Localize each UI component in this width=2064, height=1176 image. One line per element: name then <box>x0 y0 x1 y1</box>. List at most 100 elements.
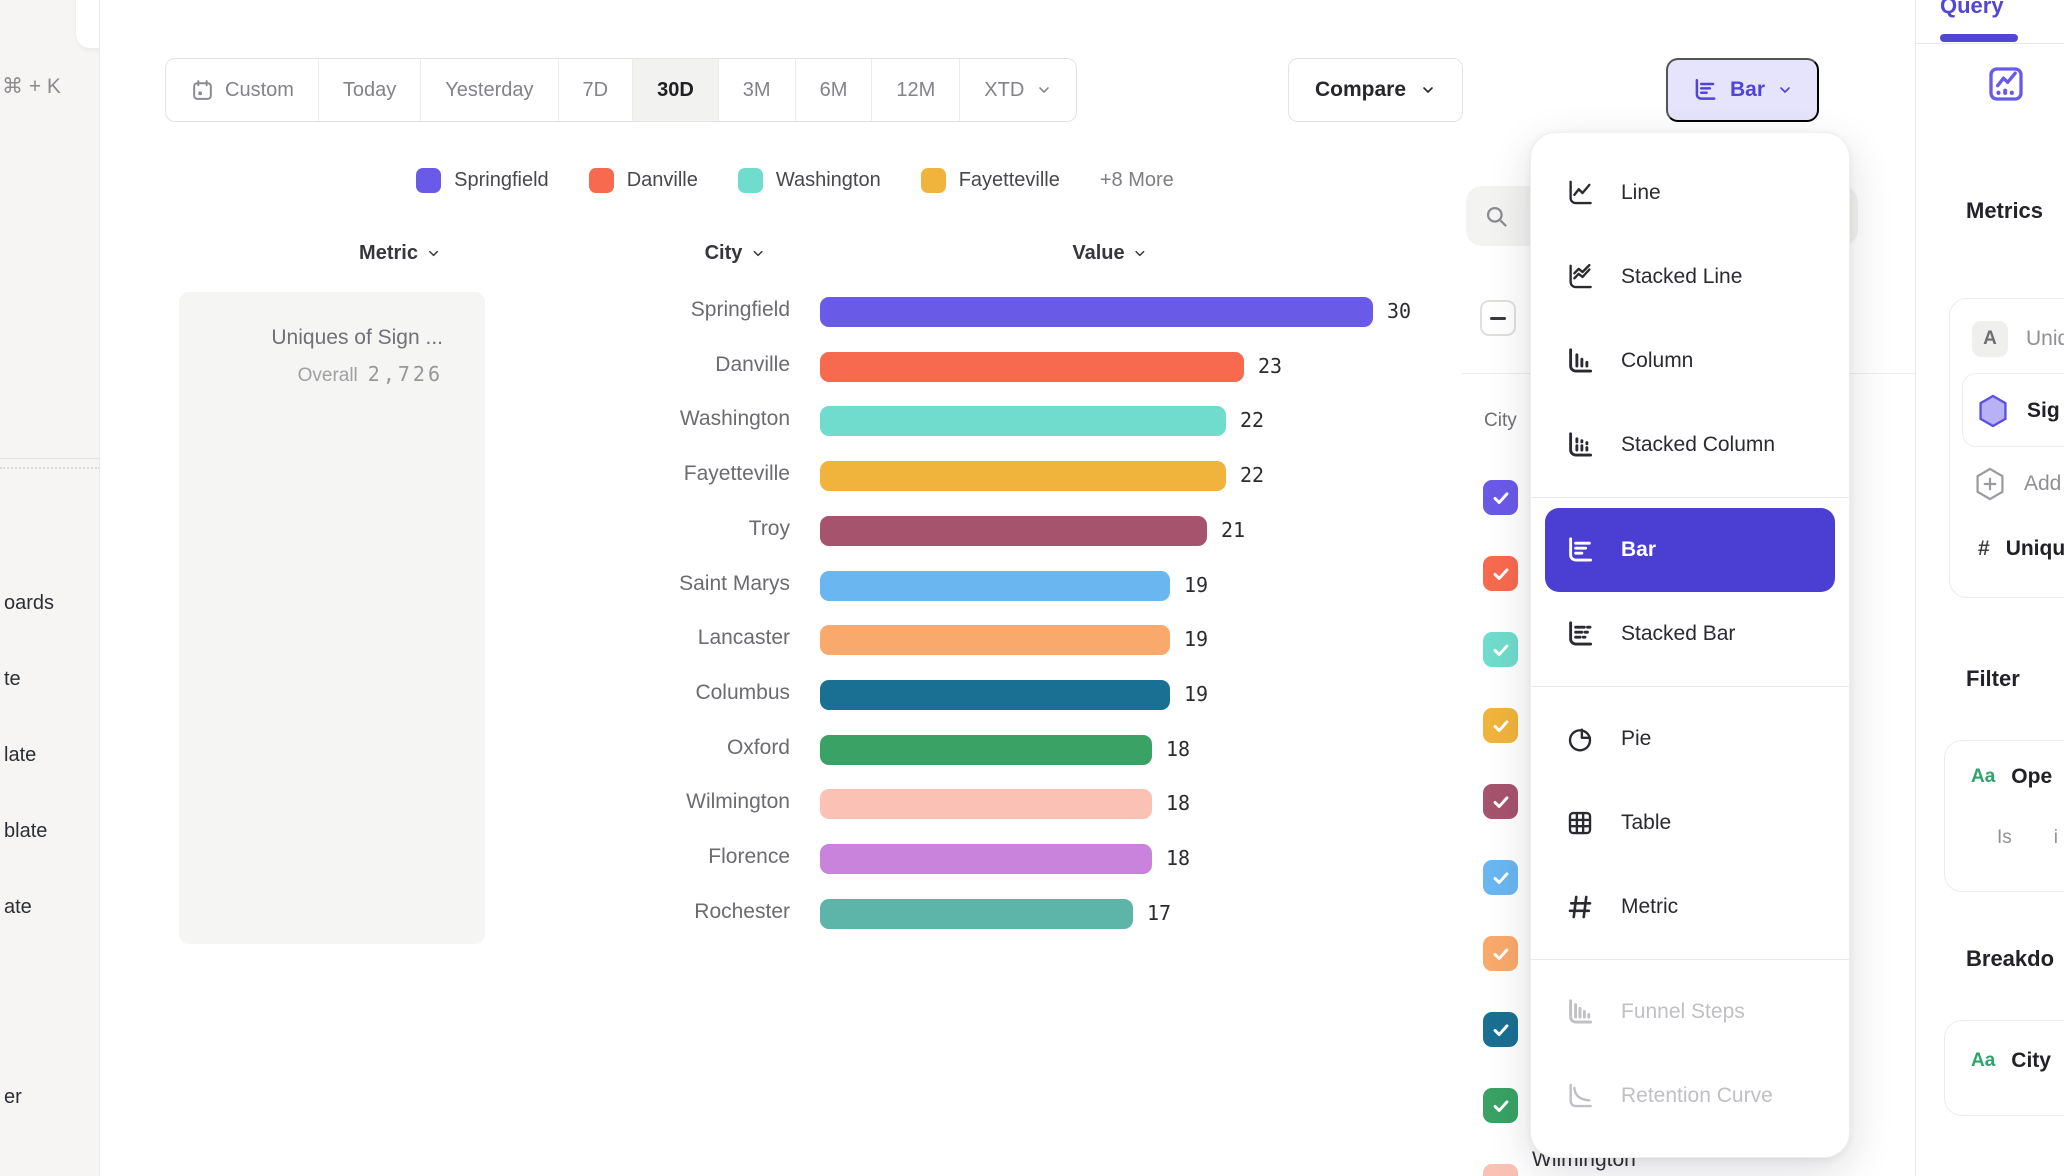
column-header-value[interactable]: Value <box>1072 242 1147 265</box>
date-range-3m[interactable]: 3M <box>719 59 796 121</box>
series-checkbox[interactable] <box>1483 632 1518 667</box>
bar[interactable] <box>820 679 1170 710</box>
check-icon <box>1490 943 1512 965</box>
series-checkbox[interactable] <box>1483 480 1518 515</box>
menu-item-bar[interactable]: Bar <box>1545 508 1835 592</box>
bar[interactable] <box>820 734 1152 765</box>
overall-value: 2,726 <box>367 362 443 386</box>
sidebar-item-er[interactable]: er <box>4 1086 22 1108</box>
legend-item-danville[interactable]: Danville <box>588 168 698 193</box>
bar[interactable] <box>820 351 1244 382</box>
series-checkbox[interactable] <box>1483 1012 1518 1047</box>
metric-summary-card[interactable]: Uniques of Sign ... Overall 2,726 <box>179 292 485 944</box>
count-row[interactable]: # Uniqu <box>1978 537 2064 561</box>
bar[interactable] <box>820 625 1170 656</box>
metric-event-name: Uniqu <box>2026 327 2064 350</box>
menu-item-line[interactable]: Line <box>1531 151 1849 235</box>
legend-item-washington[interactable]: Washington <box>737 168 881 193</box>
date-range-6m[interactable]: 6M <box>796 59 873 121</box>
add-row[interactable]: Add <box>1974 467 2061 501</box>
metric-title: Uniques of Sign ... <box>271 326 443 349</box>
line-chart-icon <box>1565 178 1595 208</box>
insights-chart-icon[interactable] <box>1986 64 2026 104</box>
query-tab-underline <box>1940 34 2018 42</box>
bar-row-rochester: Rochester 17 <box>0 887 1460 942</box>
date-range-12m[interactable]: 12M <box>872 59 961 121</box>
column-header-metric[interactable]: Metric <box>359 242 441 265</box>
bar-row-wilmington: Wilmington 18 <box>0 777 1460 832</box>
signal-row-label: Sig <box>2027 399 2060 422</box>
select-all-checkbox[interactable] <box>1480 300 1516 336</box>
check-icon <box>1490 715 1512 737</box>
menu-item-stacked-column[interactable]: Stacked Column <box>1531 403 1849 487</box>
date-range-today[interactable]: Today <box>319 59 422 121</box>
bar-value-label: 18 <box>1166 791 1191 816</box>
sidebar-dotted-divider <box>0 467 99 469</box>
menu-item-table[interactable]: Table <box>1531 781 1849 865</box>
date-range-7d[interactable]: 7D <box>559 59 634 121</box>
list-column-label: City <box>1484 410 1517 431</box>
series-checkbox[interactable] <box>1483 1164 1518 1176</box>
date-range-yesterday[interactable]: Yesterday <box>421 59 559 121</box>
bar-value-label: 19 <box>1184 572 1209 597</box>
legend-item-springfield[interactable]: Springfield <box>416 168 549 193</box>
bar[interactable] <box>820 570 1170 601</box>
bar[interactable] <box>820 515 1207 546</box>
bar-value-label: 17 <box>1147 900 1172 925</box>
signal-subcard[interactable]: Sig <box>1962 373 2064 447</box>
bar[interactable] <box>820 898 1133 929</box>
filter-card[interactable]: Aa Ope Is i <box>1944 740 2064 892</box>
menu-item-column[interactable]: Column <box>1531 319 1849 403</box>
filter-operator[interactable]: Is <box>1997 827 2012 848</box>
chart-type-button[interactable]: Bar <box>1666 58 1820 122</box>
menu-item-label: Line <box>1621 181 1661 204</box>
sidebar-item-oards[interactable]: oards <box>4 592 55 614</box>
check-icon <box>1490 1171 1512 1176</box>
menu-item-pie[interactable]: Pie <box>1531 697 1849 781</box>
bar[interactable] <box>820 789 1152 820</box>
legend-more[interactable]: +8 More <box>1099 169 1174 191</box>
date-range-30d[interactable]: 30D <box>633 59 719 121</box>
metric-card[interactable]: A Uniqu Sig Add # Uniqu <box>1949 298 2064 598</box>
menu-item-metric[interactable]: Metric <box>1531 865 1849 949</box>
bar-value-label: 30 <box>1387 299 1412 323</box>
hash-icon: # <box>1978 537 1990 560</box>
bar-row-oxford: Oxford 18 <box>0 723 1460 778</box>
menu-item-stacked-bar[interactable]: Stacked Bar <box>1531 592 1849 676</box>
bar[interactable] <box>820 406 1226 437</box>
count-row-label: Uniqu <box>2005 537 2064 560</box>
retention-curve-icon <box>1565 1081 1595 1111</box>
sidebar-item-blate[interactable]: blate <box>4 820 48 842</box>
series-checkbox[interactable] <box>1483 708 1518 743</box>
metric-icon <box>1565 892 1595 922</box>
panel-border <box>1915 0 1916 1176</box>
date-range-xtd[interactable]: XTD <box>960 59 1076 121</box>
stacked-bar-icon <box>1565 619 1595 649</box>
date-range-custom[interactable]: Custom <box>166 59 319 121</box>
series-checkbox[interactable] <box>1483 556 1518 591</box>
series-checkbox[interactable] <box>1483 936 1518 971</box>
series-checkbox[interactable] <box>1483 784 1518 819</box>
bar-category-label: Wilmington <box>686 790 790 814</box>
chevron-down-icon <box>1777 82 1793 98</box>
filter-value[interactable]: i <box>2053 827 2059 848</box>
legend-item-fayetteville[interactable]: Fayetteville <box>920 168 1060 193</box>
bar[interactable] <box>820 844 1152 874</box>
sidebar-item-te[interactable]: te <box>4 668 21 690</box>
compare-button[interactable]: Compare <box>1288 58 1464 122</box>
sidebar-item-ate[interactable]: ate <box>4 896 32 918</box>
sidebar-item-late[interactable]: late <box>4 744 37 766</box>
chevron-down-icon <box>1420 82 1436 98</box>
bar[interactable] <box>820 297 1373 327</box>
bar[interactable] <box>820 461 1226 492</box>
stacked-line-icon <box>1565 262 1595 292</box>
menu-item-stacked-line[interactable]: Stacked Line <box>1531 235 1849 319</box>
column-header-city[interactable]: City <box>705 242 766 265</box>
check-icon <box>1490 1095 1512 1117</box>
tab-query[interactable]: Query <box>1940 0 2004 18</box>
hexagon-icon <box>1977 394 2009 428</box>
breakdown-card[interactable]: Aa City <box>1944 1020 2064 1116</box>
metric-event-row[interactable]: A Uniqu <box>1972 321 2064 357</box>
series-checkbox[interactable] <box>1483 1088 1518 1123</box>
series-checkbox[interactable] <box>1483 860 1518 895</box>
